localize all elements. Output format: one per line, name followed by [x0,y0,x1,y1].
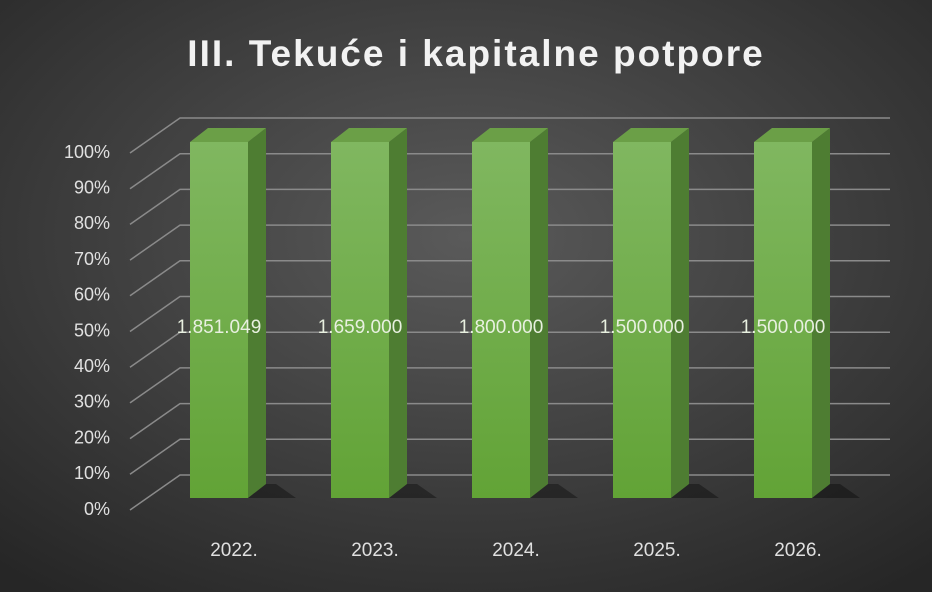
bar [472,142,530,498]
y-tick-label: 60% [74,285,110,305]
bar-side [671,128,689,498]
bar-side [389,128,407,498]
data-label: 1.500.000 [600,317,685,338]
bar [754,142,812,498]
grid-line [129,117,890,154]
bar [331,142,389,498]
bar [190,142,248,498]
x-tick-label: 2024. [492,540,540,561]
bar-side [530,128,548,498]
bar-top [190,128,266,142]
data-label: 1.500.000 [741,317,826,338]
bar [613,142,671,498]
x-tick-label: 2025. [633,540,681,561]
y-tick-label: 80% [74,213,110,233]
data-label: 1.659.000 [318,317,403,338]
x-tick-label: 2022. [210,540,258,561]
bar-top [472,128,548,142]
y-tick-label: 0% [84,499,110,519]
chart-title: III. Tekuće i kapitalne potpore [187,33,764,74]
bar-top [613,128,689,142]
y-tick-label: 40% [74,356,110,376]
y-tick-label: 100% [64,142,110,162]
y-tick-label: 10% [74,463,110,483]
y-tick-label: 20% [74,427,110,447]
y-tick-label: 90% [74,177,110,197]
bar-side [812,128,830,498]
y-tick-label: 70% [74,249,110,269]
x-tick-label: 2023. [351,540,399,561]
data-label: 1.851.049 [177,317,262,338]
y-tick-label: 50% [74,320,110,340]
bar-side [248,128,266,498]
bar-top [331,128,407,142]
x-tick-label: 2026. [774,540,822,561]
bar-top [754,128,830,142]
y-tick-label: 30% [74,392,110,412]
data-label: 1.800.000 [459,317,544,338]
